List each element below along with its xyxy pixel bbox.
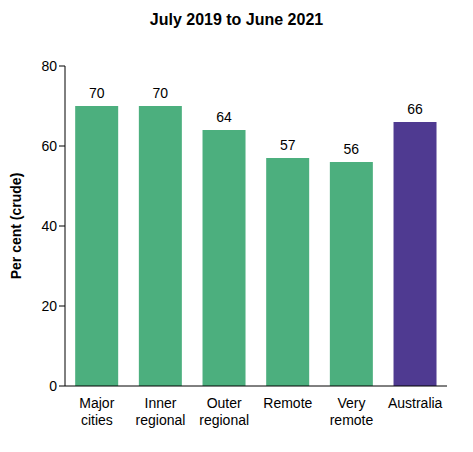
svg-text:Outerregional: Outerregional <box>199 395 249 428</box>
svg-text:60: 60 <box>41 138 57 154</box>
svg-text:20: 20 <box>41 298 57 314</box>
svg-text:66: 66 <box>407 101 423 117</box>
svg-text:57: 57 <box>280 137 296 153</box>
svg-text:Majorcities: Majorcities <box>79 395 114 428</box>
svg-text:64: 64 <box>216 109 232 125</box>
html-text:July 2019 to June 2021: July 2019 to June 2021 <box>149 11 324 28</box>
svg-text:Per cent (crude): Per cent (crude) <box>8 173 24 280</box>
svg-text:Innerregional: Innerregional <box>136 395 186 428</box>
svg-text:70: 70 <box>153 85 169 101</box>
svg-text:Veryremote: Veryremote <box>330 395 374 428</box>
svg-text:56: 56 <box>344 141 360 157</box>
svg-text:70: 70 <box>89 85 105 101</box>
svg-text:Australia: Australia <box>388 395 443 411</box>
svg-text:Remote: Remote <box>263 395 312 411</box>
svg-text:40: 40 <box>41 218 57 234</box>
svg-text:80: 80 <box>41 58 57 74</box>
svg-text:0: 0 <box>49 378 57 394</box>
